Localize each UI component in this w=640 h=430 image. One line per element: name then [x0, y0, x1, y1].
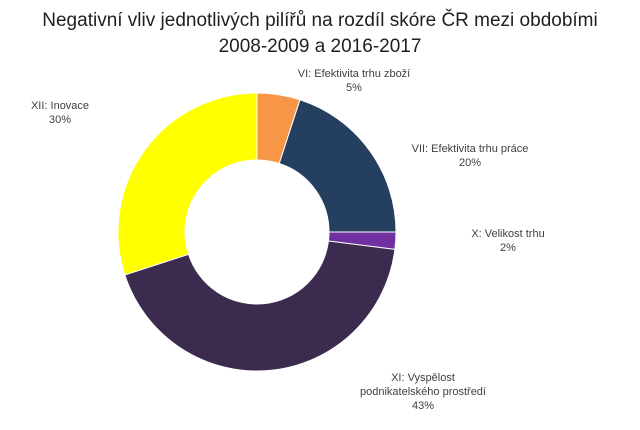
slices-group [117, 92, 397, 372]
slice-percent-label-5: 30% [49, 114, 71, 126]
slice-percent-label-1: 5% [346, 82, 362, 94]
labels-group: VI: Efektivita trhu zboží 5% VII: Efektivi… [31, 68, 545, 412]
slice-percent-label-4: 43% [412, 400, 434, 412]
slice-label-5-line-1: XII: Inovace [31, 100, 89, 112]
chart-title-line-1: Negativní vliv jednotlivých pilířů na ro… [42, 9, 597, 31]
slice-label-1-line-1: VI: Efektivita trhu zboží [298, 68, 411, 80]
donut-slice-5 [117, 92, 258, 276]
slice-percent-label-3: 2% [500, 242, 516, 254]
slice-label-3-line-1: X: Velikost trhu [471, 228, 544, 240]
donut-slice-2 [278, 99, 397, 233]
chart-title-line-2: 2008-2009 a 2016-2017 [219, 36, 422, 57]
donut-slice-4 [124, 240, 396, 372]
slice-label-2-line-1: VII: Efektivita trhu práce [412, 143, 529, 155]
slice-label-4-line-2: podnikatelského prostředí [360, 386, 486, 398]
slice-label-4-line-1: XI: Vyspělost [391, 372, 455, 384]
slice-percent-label-2: 20% [459, 157, 481, 169]
